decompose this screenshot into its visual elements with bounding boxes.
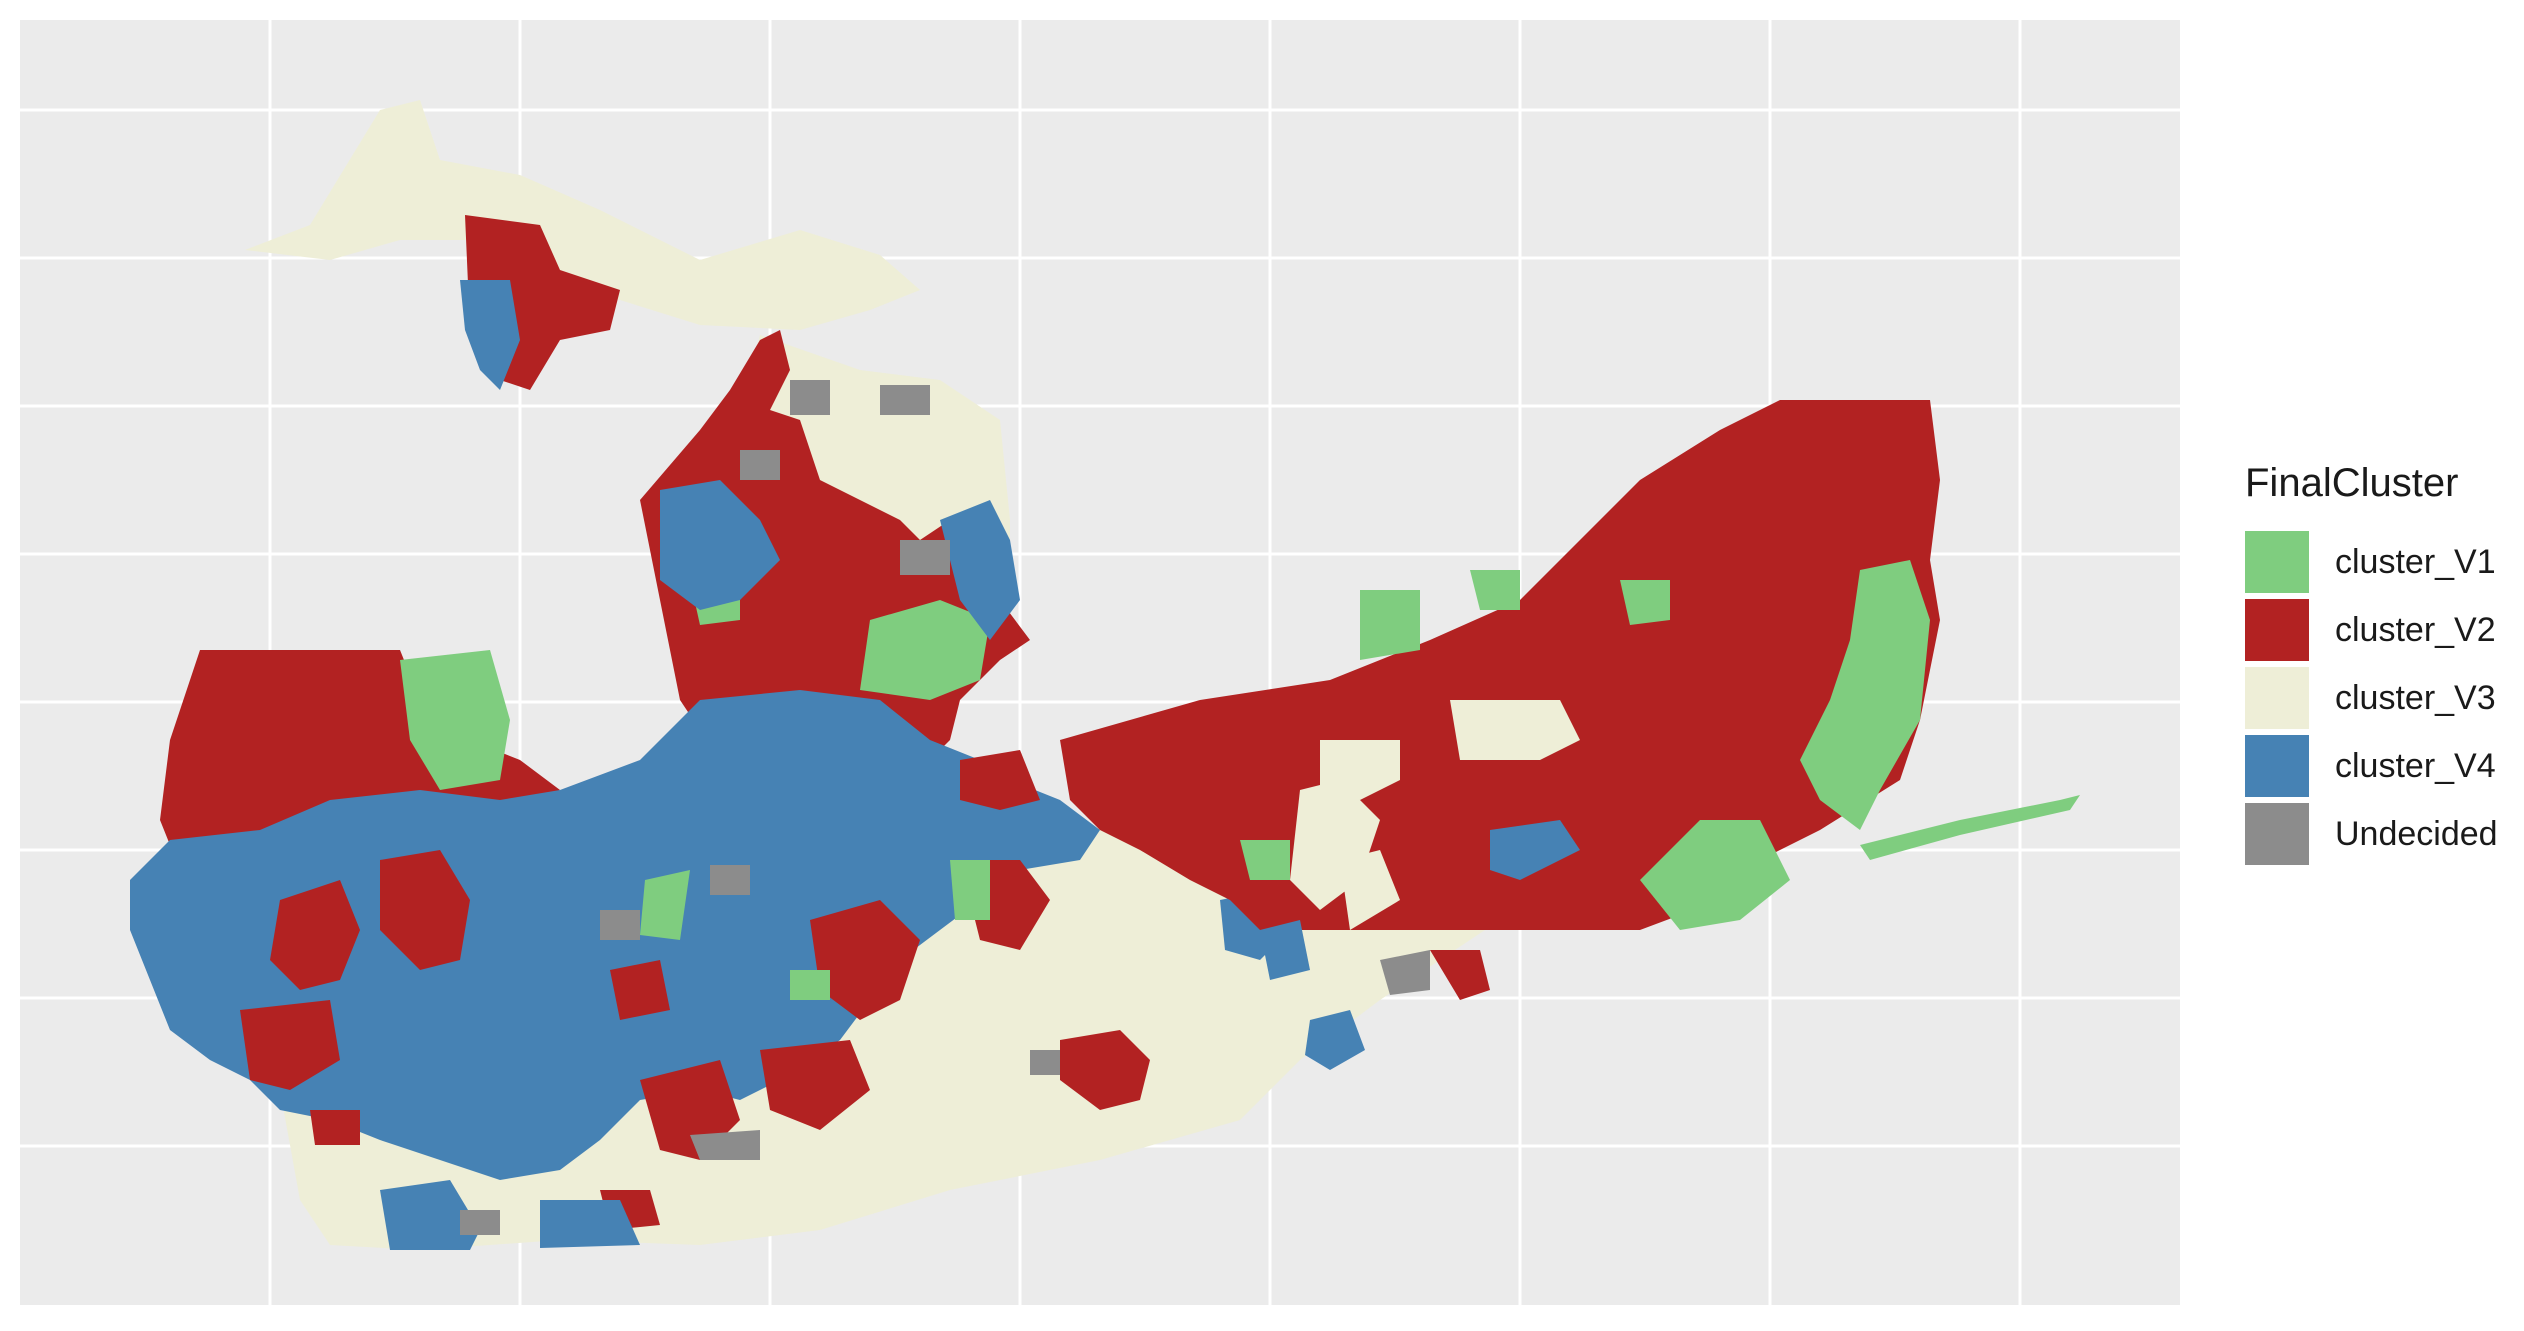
region-ny-v4-a — [1490, 820, 1580, 880]
region-inner-v2-h — [310, 1110, 360, 1145]
region-mi-v4-b — [940, 500, 1020, 640]
legend-key-undecided — [2245, 803, 2309, 865]
legend-key-cluster-v4 — [2245, 735, 2309, 797]
region-v1-f — [790, 970, 830, 1000]
region-undecided-b — [880, 385, 930, 415]
region-south-v4-a — [380, 1180, 480, 1250]
region-undecided-f — [710, 865, 750, 895]
region-undecided-c — [740, 450, 780, 480]
legend-item-undecided: Undecided — [2245, 800, 2498, 868]
region-undecided-d — [900, 540, 950, 575]
region-ny-v1-east — [1800, 560, 1930, 830]
region-ny-v1-d — [1240, 840, 1290, 880]
region-ny-v1-a — [1360, 590, 1420, 660]
region-ny-v1-c — [1620, 580, 1670, 625]
legend-item-cluster-v3: cluster_V3 — [2245, 664, 2498, 732]
legend-label: cluster_V3 — [2335, 678, 2496, 717]
region-undecided-e — [600, 910, 640, 940]
county-regions — [130, 100, 2080, 1250]
legend-title: FinalCluster — [2245, 461, 2459, 505]
region-oh-v2-c — [960, 750, 1040, 810]
region-undecided-k — [690, 1130, 760, 1160]
legend-key-cluster-v3 — [2245, 667, 2309, 729]
legend-label: cluster_V4 — [2335, 746, 2496, 785]
region-ny-cluster-v2 — [1060, 400, 1940, 930]
region-oh-v2-b — [1430, 950, 1490, 1000]
region-ny-v3-d — [1340, 850, 1400, 930]
legend-item-cluster-v2: cluster_V2 — [2245, 596, 2498, 664]
region-inner-v2-d — [810, 900, 920, 1020]
region-ny-v1-b — [1470, 570, 1520, 610]
legend-label: cluster_V2 — [2335, 610, 2496, 649]
region-up-v4 — [460, 280, 520, 390]
region-inner-v2-c — [380, 850, 470, 970]
region-south-v4-c — [1305, 1010, 1365, 1070]
region-inner-v2-a — [270, 880, 360, 990]
legend-item-cluster-v4: cluster_V4 — [2245, 732, 2498, 800]
region-mi-v4-a — [660, 480, 780, 610]
region-inner-v2-f — [760, 1040, 870, 1130]
region-inner-v2-i — [610, 960, 670, 1020]
region-ny-v4-b — [1260, 920, 1310, 980]
region-undecided-l — [460, 1210, 500, 1235]
region-oh-v2-a — [1060, 1030, 1150, 1110]
legend-key-cluster-v1 — [2245, 531, 2309, 593]
region-south-v4-b — [540, 1200, 640, 1248]
region-ny-v1-e — [1640, 820, 1790, 930]
region-upper-peninsula — [245, 100, 920, 330]
region-v1-a — [400, 650, 510, 790]
legend-key-cluster-v2 — [2245, 599, 2309, 661]
legend: FinalCluster cluster_V1 cluster_V2 clust… — [2245, 460, 2498, 868]
region-v1-e — [640, 870, 690, 940]
region-undecided-a — [790, 380, 830, 415]
legend-label: Undecided — [2335, 814, 2498, 853]
region-undecided-i — [1380, 950, 1430, 995]
region-long-island — [1860, 795, 2080, 860]
region-inner-v2-b — [240, 1000, 340, 1090]
region-v1-b — [860, 600, 990, 700]
region-v1-d — [950, 860, 990, 920]
legend-item-cluster-v1: cluster_V1 — [2245, 528, 2498, 596]
region-ny-v3-a — [1450, 700, 1580, 760]
legend-label: cluster_V1 — [2335, 542, 2496, 581]
